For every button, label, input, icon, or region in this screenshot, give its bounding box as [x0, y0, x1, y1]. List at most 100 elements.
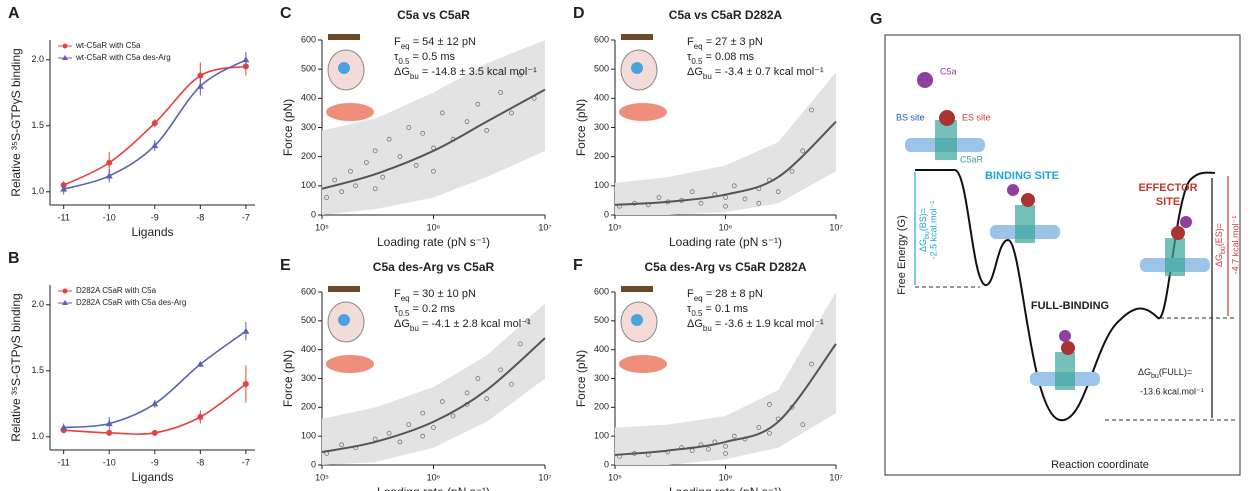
panel-label: E [280, 257, 291, 274]
y-tick-label: 100 [594, 180, 609, 190]
x-axis-label: Loading rate (pN s⁻¹) [669, 235, 782, 249]
chart-title: C5a des-Arg vs C5aR D282A [644, 260, 806, 274]
point [324, 195, 330, 200]
y-axis-label: Force (pN) [574, 350, 588, 407]
x-axis-label: Loading rate (pN s⁻¹) [377, 485, 490, 491]
y-tick-label: 200 [301, 151, 316, 161]
receptor-icon [917, 72, 1192, 390]
annotation-base: ΔG [394, 318, 410, 330]
annotation: τ0.5 = 0.2 ms [394, 303, 456, 318]
full-binding-label: FULL-BINDING [1031, 300, 1109, 312]
delta-base: ΔG [1138, 367, 1151, 377]
point [372, 148, 378, 154]
panel-label: B [8, 250, 20, 267]
annotation: τ0.5 = 0.5 ms [394, 51, 456, 66]
point [498, 367, 504, 373]
annotation-base: ΔG [687, 318, 703, 330]
y-tick-label: 2.0 [31, 299, 44, 309]
point [431, 168, 436, 174]
receptor-icon [326, 355, 374, 373]
point [723, 443, 728, 449]
x-axis-label: Ligands [131, 470, 173, 484]
panel-g-frame [884, 34, 1241, 476]
point [800, 422, 806, 428]
annotation-text: = -3.6 ± 1.9 kcal mol⁻¹ [712, 318, 824, 330]
delta-sub: bu [1220, 246, 1227, 254]
y-tick-label: 500 [301, 315, 316, 325]
receptor-icon [619, 355, 667, 373]
legend-marker [62, 288, 68, 294]
point [363, 160, 369, 165]
fit-line [321, 88, 546, 190]
point [800, 148, 806, 154]
y-axis-label: Force (pN) [281, 99, 295, 156]
annotation-base: τ [687, 303, 692, 315]
point [789, 168, 795, 174]
point [151, 120, 158, 127]
annotation-text: = 0.08 ms [702, 51, 754, 63]
panel-f: F 0 100 200 300 400 500 600 10⁵ 10⁶ 10⁷ Loading rat… [573, 257, 843, 491]
confidence-band [615, 72, 836, 215]
afm-tip [621, 286, 653, 292]
y-tick-label: 0 [311, 459, 316, 469]
chart-title: C5a vs C5aR [397, 8, 470, 22]
delta-base: ΔG [918, 239, 928, 252]
receptor-icon [619, 103, 667, 121]
annotation-text: = 54 ± 12 pN [410, 36, 476, 48]
point [656, 195, 662, 200]
x-tick-label: 10⁵ [608, 472, 622, 482]
point [106, 159, 113, 166]
annotation-sub: 0.5 [398, 309, 410, 318]
point [386, 430, 392, 436]
point [339, 442, 345, 448]
panel-e: E 0 100 200 300 400 500 600 10⁵ 10⁶ 10⁷ Loading rat… [280, 257, 552, 491]
x-tick-label: 10⁵ [315, 472, 329, 482]
x-tick-label: -10 [103, 212, 116, 222]
x-tick-label: 10⁷ [829, 222, 842, 232]
annotation: τ0.5 = 0.08 ms [687, 51, 755, 66]
y-tick-label: 600 [594, 286, 609, 296]
chart-title: C5a vs C5aR D282A [669, 8, 783, 22]
legend-marker [62, 55, 68, 60]
point [397, 154, 403, 160]
point [767, 430, 772, 436]
point [380, 174, 386, 180]
y-tick-label: 0 [311, 209, 316, 219]
series-curve [63, 330, 247, 429]
point [60, 185, 68, 192]
fit-line [321, 337, 546, 454]
y-tick-label: 100 [594, 431, 609, 441]
annotation: Feq = 27 ± 3 pN [687, 36, 763, 51]
panel-a: A 1.0 1.5 2.0 -11 -10 -9 -8 -7 Ligands Relative ³⁵… [8, 5, 255, 239]
fit-line [614, 120, 837, 206]
effector-site-label: EFFECTOR [1138, 182, 1197, 194]
point [105, 172, 113, 179]
x-tick-label: 10⁵ [315, 222, 329, 232]
legend-label: D282A C5aR with C5a des-Arg [76, 298, 186, 307]
annotation-sub: bu [410, 72, 419, 81]
receptor-icon [326, 103, 374, 121]
x-tick-label: -11 [57, 457, 69, 467]
delta-text: (FULL)= [1159, 367, 1192, 377]
delta-es-value: -4.7 kcal.mol⁻¹ [1230, 216, 1240, 275]
annotation-text: = -3.4 ± 0.7 kcal mol⁻¹ [712, 66, 824, 78]
legend-marker [62, 300, 68, 305]
confidence-band [615, 292, 836, 465]
point [731, 183, 737, 189]
point [439, 399, 445, 404]
point [525, 318, 531, 324]
legend-label: D282A C5aR with C5a [76, 286, 157, 295]
x-axis-label: Loading rate (pN s⁻¹) [669, 485, 782, 491]
point [151, 400, 159, 407]
annotation-base: ΔG [687, 66, 703, 78]
x-tick-label: -8 [196, 457, 204, 467]
point [498, 90, 504, 95]
y-tick-label: 500 [301, 64, 316, 74]
x-tick-label: 10⁶ [719, 472, 733, 482]
point [742, 196, 748, 202]
panel-d: D 0 100 200 300 400 500 600 10⁵ 10⁶ 10⁷ Loading rat… [573, 5, 843, 249]
point [420, 130, 426, 136]
point [484, 128, 490, 133]
x-tick-label: -9 [151, 457, 159, 467]
point [406, 125, 412, 130]
